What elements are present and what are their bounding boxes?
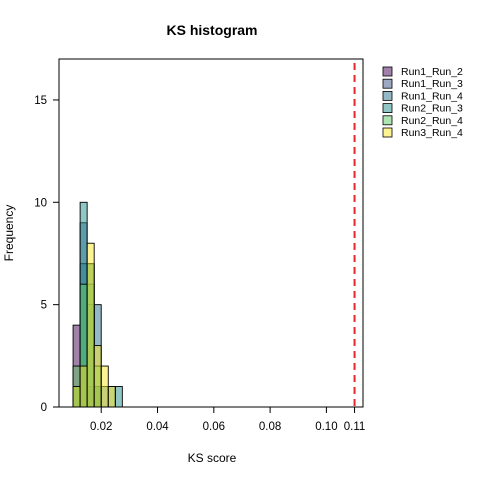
- legend-swatch-Run3_Run_4: [382, 127, 393, 138]
- legend-swatch-Run2_Run_3: [382, 103, 393, 113]
- x-tick-label-2: 0.06: [203, 421, 225, 433]
- bar-Run3_Run_4-3: [93, 345, 102, 408]
- legend-label-Run1_Run_2: Run1_Run_2: [401, 66, 463, 78]
- chart-title: KS histogram: [166, 22, 257, 38]
- bar-Run3_Run_4-5: [107, 386, 116, 408]
- y-tick-label-2: 10: [34, 197, 47, 209]
- legend-label-Run2_Run_3: Run2_Run_3: [401, 103, 463, 115]
- x-axis-label: KS score: [188, 451, 237, 465]
- x-tick-label-0: 0.02: [90, 421, 112, 433]
- y-tick-label-1: 5: [41, 300, 47, 312]
- legend-swatch-Run1_Run_2: [382, 66, 393, 77]
- y-tick-label-3: 15: [34, 95, 47, 107]
- bar-Run3_Run_4-4: [100, 365, 109, 408]
- axes-layer: 0.02 0.04 0.06 0.08 0.10 0.11 0 5 10 15: [34, 58, 366, 433]
- x-tick-label-4: 0.10: [315, 421, 337, 433]
- bar-Run3_Run_4-0: [72, 386, 81, 408]
- legend-swatch-Run1_Run_4: [382, 91, 393, 101]
- legend-swatch-Run2_Run_4: [382, 115, 393, 126]
- legend-label-Run2_Run_4: Run2_Run_4: [401, 115, 463, 127]
- x-tick-label-1: 0.04: [146, 421, 169, 433]
- y-axis-label: Frequency: [2, 205, 16, 262]
- bar-Run3_Run_4-1: [79, 365, 88, 408]
- y-tick-label-0: 0: [41, 402, 47, 414]
- legend-label-Run3_Run_4: Run3_Run_4: [401, 127, 463, 139]
- bar-Run2_Run_3-5: [114, 386, 123, 408]
- x-tick-label-3: 0.08: [259, 421, 281, 433]
- legend-label-Run1_Run_4: Run1_Run_4: [401, 90, 463, 102]
- bars-layer: [72, 63, 356, 408]
- bar-Run3_Run_4-2: [86, 242, 95, 408]
- legend: Run1_Run_2Run1_Run_3Run1_Run_4Run2_Run_3…: [382, 66, 463, 139]
- plot-frame: [58, 58, 364, 408]
- legend-label-Run1_Run_3: Run1_Run_3: [401, 78, 463, 90]
- legend-swatch-Run1_Run_3: [382, 78, 393, 89]
- x-tick-label-5: 0.11: [344, 421, 366, 433]
